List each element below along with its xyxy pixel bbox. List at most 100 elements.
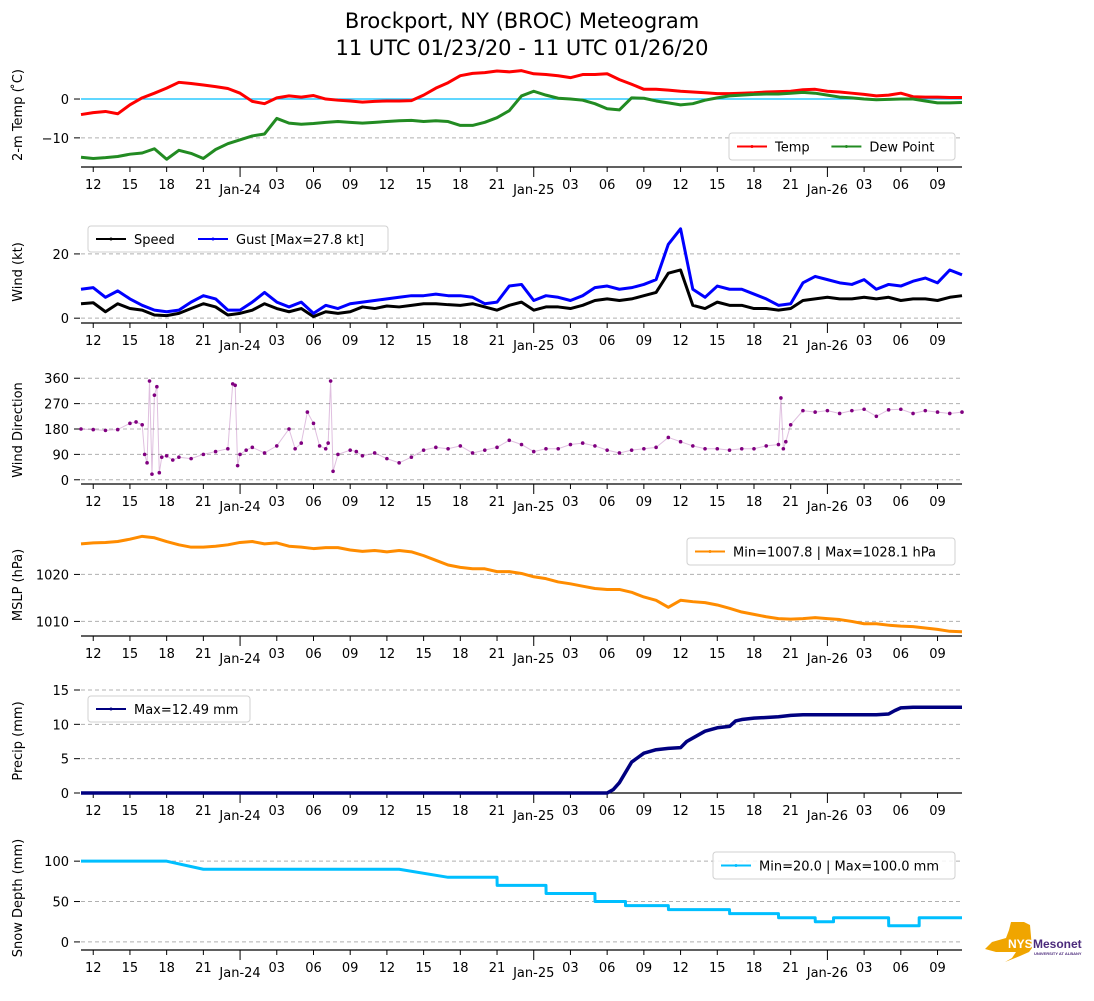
data-point [336,452,340,457]
data-point [850,408,854,413]
x-tick-label: 18 [746,178,763,193]
panel-wind: 0 20 Wind (kt) 12 15 18 21 Jan-24 03 06 09 12 15 18 21… [11,225,963,354]
x-tick-label: 12 [672,804,689,819]
x-tick-label: 15 [122,647,139,662]
y-tick-label: 360 [44,372,69,387]
data-point [385,456,389,461]
data-point [238,452,242,457]
x-tick-label: 06 [893,495,910,510]
x-tick-label: Jan-25 [512,339,554,354]
x-tick-label: 18 [158,178,175,193]
nys-state-shape-icon [985,922,1032,962]
panel-mslp: 1010 1020 MSLP (hPa) 12 15 18 21 Jan-24 03 06 09 12… [11,534,963,667]
x-tick-label: 06 [893,647,910,662]
x-tick-label: 18 [746,961,763,976]
x-tick-label: 21 [782,961,799,976]
x-tick-label: 18 [452,647,469,662]
series-line-max-12-49-mm [81,705,962,795]
x-tick-label: 21 [782,647,799,662]
data-point [244,448,248,452]
data-point [152,393,157,397]
x-tick-label: 09 [342,804,359,819]
series-line-gust-max-27-8-kt- [80,227,963,315]
x-tick-label: 03 [562,495,579,510]
x-tick-label: 21 [489,961,506,976]
x-tick-label: 21 [195,495,212,510]
x-tick-label: Jan-24 [218,652,260,667]
x-tick-label: 12 [379,961,396,976]
legend: Min=20.0 | Max=100.0 mm [712,851,956,880]
legend-marker [734,864,738,867]
x-tick-label: Jan-25 [512,500,554,515]
x-tick-label: 06 [305,647,322,662]
x-tick-label: Jan-26 [806,339,848,354]
x-tick-label: 21 [782,334,799,349]
x-tick-label: 15 [709,178,726,193]
data-point [446,446,450,451]
data-point [177,455,181,460]
y-tick-label: 180 [44,423,69,438]
chart-title-line1: Brockport, NY (BROC) Meteogram [345,9,699,33]
x-tick-label: 09 [929,647,946,662]
x-tick-label: 09 [636,961,653,976]
data-point [776,442,781,447]
panels: 0 −10 2-m Temp ( ̊C) 12 15 18 21 Jan-24 03 06 09 12… [10,69,964,981]
x-tick-label: Jan-26 [806,652,848,667]
x-tick-label: 12 [85,647,102,662]
logo-subtitle-text: UNIVERSITY AT ALBANY [1034,951,1082,956]
legend-box [87,695,251,723]
legend-label: Dew Point [869,141,934,156]
x-tick-label: Jan-24 [218,183,260,198]
data-point [213,449,218,454]
data-point [354,449,359,454]
x-tick-label: 03 [269,334,286,349]
y-tick-label: 1010 [36,615,69,630]
x-tick-label: 15 [415,334,432,349]
data-point [813,410,817,414]
x-tick-label: 15 [415,178,432,193]
data-point [150,472,154,476]
x-tick-label: 03 [562,804,579,819]
x-tick-label: 18 [158,961,175,976]
data-point [262,451,267,455]
x-tick-label: 09 [929,495,946,510]
x-tick-label: 06 [305,804,322,819]
y-axis-label: Wind (kt) [11,242,26,302]
data-point [348,448,352,452]
data-point [544,446,548,451]
x-tick-label: 21 [195,804,212,819]
x-tick-label: 09 [342,178,359,193]
x-tick-label: 21 [782,804,799,819]
data-point [103,428,108,433]
x-tick-label: 18 [452,961,469,976]
data-point [157,470,162,475]
data-point [580,441,585,445]
x-tick-label: 06 [599,495,616,510]
x-tick-label: 18 [746,334,763,349]
x-tick-label: 09 [929,178,946,193]
x-tick-label: 15 [122,804,139,819]
legend-marker [708,550,712,553]
data-point [159,455,164,460]
y-tick-label: 100 [44,855,69,870]
x-tick-label: 15 [415,495,432,510]
x-tick-label: 06 [599,334,616,349]
x-tick-label: 15 [415,804,432,819]
data-point [434,445,438,450]
y-tick-label: 0 [61,474,69,489]
x-tick-label: 18 [158,495,175,510]
x-tick-label: 03 [856,495,873,510]
data-point [727,448,732,452]
x-tick-label: 06 [893,804,910,819]
data-point [617,451,622,455]
x-tick-label: 12 [672,961,689,976]
data-point [305,410,310,414]
y-axis-label: MSLP (hPa) [11,549,26,621]
data-point [293,446,297,451]
data-point [189,456,193,461]
data-point [911,411,915,416]
data-point [899,407,903,412]
x-tick-label: 21 [195,961,212,976]
x-tick-label: 09 [342,334,359,349]
